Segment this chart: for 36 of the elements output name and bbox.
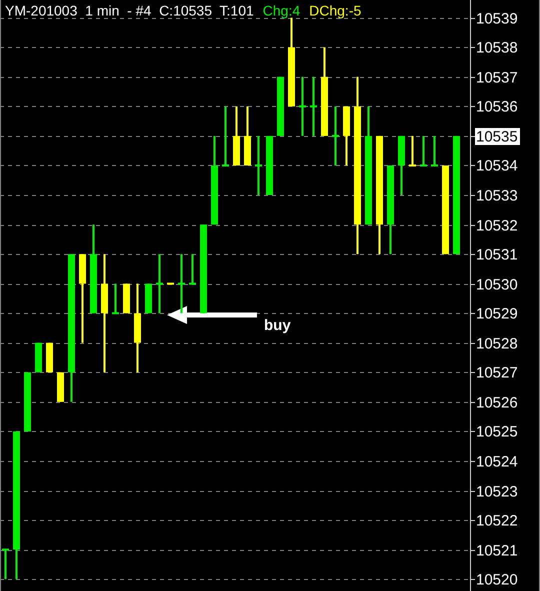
annotation: Chg:4 (262, 2, 300, 18)
candlestick (156, 254, 163, 314)
y-tick-label: 10538 (476, 39, 518, 56)
y-tick-label: 10528 (476, 335, 518, 352)
y-tick-label: 10533 (476, 187, 518, 204)
annotation: buy (264, 317, 292, 334)
y-tick-label: 10530 (476, 276, 518, 293)
candlestick (2, 548, 9, 580)
y-tick-label: 10522 (476, 512, 518, 529)
y-tick-label: 10534 (476, 157, 518, 174)
candlestick (299, 76, 306, 136)
candlestick (255, 136, 262, 196)
y-tick-label: 10521 (476, 542, 518, 559)
annotation: DChg:-5 (309, 2, 362, 18)
candlestick (189, 254, 196, 285)
y-tick-label: 10523 (476, 483, 518, 500)
candlestick (420, 136, 427, 166)
y-tick-label: 10531 (476, 246, 518, 263)
candlestick (178, 254, 185, 314)
y-tick-label: 10524 (476, 453, 518, 470)
y-tick-label: 10536 (476, 98, 518, 115)
candlestick (409, 136, 416, 166)
chart-title: YM-201003 1 min - #4 C:10535 T:101 (5, 2, 254, 18)
candlestick (222, 106, 229, 166)
y-tick-label: 10539 (476, 10, 518, 27)
candlestick (310, 76, 317, 136)
y-tick-label: 10529 (476, 305, 518, 322)
y-tick-label: 10532 (476, 217, 518, 234)
y-tick-label: 10527 (476, 364, 518, 381)
y-tick-label: 10526 (476, 394, 518, 411)
candlestick (431, 136, 438, 166)
candlestick (332, 106, 339, 166)
y-tick-label: 10525 (476, 423, 518, 440)
y-tick-label: 10520 (476, 571, 518, 588)
y-tick-label: 10537 (476, 69, 518, 86)
candlestick (112, 284, 119, 314)
